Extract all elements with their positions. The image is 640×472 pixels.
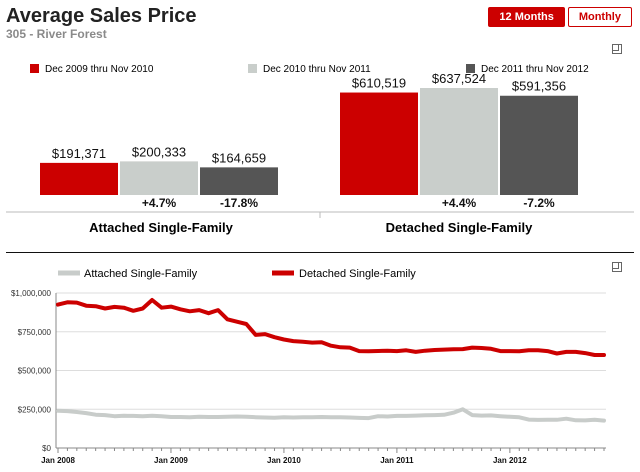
bar-value-label-detached-2011: $637,524: [432, 71, 486, 86]
category-label-detached: Detached Single-Family: [386, 220, 533, 235]
bar-detached-2012: [500, 96, 578, 195]
legend-label-2012: Dec 2011 thru Nov 2012: [481, 64, 589, 75]
y-tick-label: $250,000: [18, 405, 52, 414]
x-tick-label: Jan 2010: [267, 456, 301, 465]
legend-label-detached: Detached Single-Family: [299, 268, 416, 280]
change-label-attached-2011: +4.7%: [142, 196, 177, 210]
bar-value-label-attached-2011: $200,333: [132, 144, 186, 159]
bar-detached-2010: [340, 93, 418, 195]
line-series-detached: [58, 300, 604, 355]
bar-attached-2012: [200, 167, 278, 195]
bar-attached-2011: [120, 161, 198, 195]
bar-value-label-detached-2010: $610,519: [352, 76, 406, 91]
category-label-attached: Attached Single-Family: [89, 220, 234, 235]
y-tick-label: $1,000,000: [11, 289, 52, 298]
line-chart: Attached Single-Family Detached Single-F…: [0, 252, 640, 472]
change-label-detached-2012: -7.2%: [523, 196, 555, 210]
bar-value-label-attached-2010: $191,371: [52, 146, 106, 161]
y-tick-label: $0: [42, 444, 51, 453]
y-tick-label: $750,000: [18, 328, 52, 337]
legend-swatch-2011: [248, 64, 257, 73]
change-label-detached-2011: +4.4%: [442, 196, 477, 210]
line-grid: $0 $250,000 $500,000 $750,000 $1,000,000 Jan …: [11, 289, 606, 465]
x-tick-label: Jan 2012: [493, 456, 527, 465]
legend-label-attached: Attached Single-Family: [84, 268, 198, 280]
x-tick-label: Jan 2011: [380, 456, 414, 465]
bar-value-label-detached-2012: $591,356: [512, 79, 566, 94]
line-legend: Attached Single-Family Detached Single-F…: [58, 268, 416, 280]
bar-chart: Dec 2009 thru Nov 2010 Dec 2010 thru Nov…: [0, 0, 640, 252]
line-series-attached: [58, 409, 604, 420]
x-tick-label: Jan 2008: [41, 456, 75, 465]
legend-label-2011: Dec 2010 thru Nov 2011: [263, 64, 371, 75]
bar-value-label-attached-2012: $164,659: [212, 150, 266, 165]
legend-swatch-2010: [30, 64, 39, 73]
x-tick-label: Jan 2009: [154, 456, 188, 465]
line-series: [58, 300, 604, 421]
bar-legend: Dec 2009 thru Nov 2010 Dec 2010 thru Nov…: [30, 64, 589, 75]
legend-label-2010: Dec 2009 thru Nov 2010: [45, 64, 154, 75]
bar-marks: $191,371 $200,333 +4.7% $164,659 -17.8% $610,…: [40, 71, 578, 210]
bar-detached-2011: [420, 88, 498, 195]
bar-attached-2010: [40, 163, 118, 195]
y-tick-label: $500,000: [18, 367, 52, 376]
change-label-attached-2012: -17.8%: [220, 196, 258, 210]
